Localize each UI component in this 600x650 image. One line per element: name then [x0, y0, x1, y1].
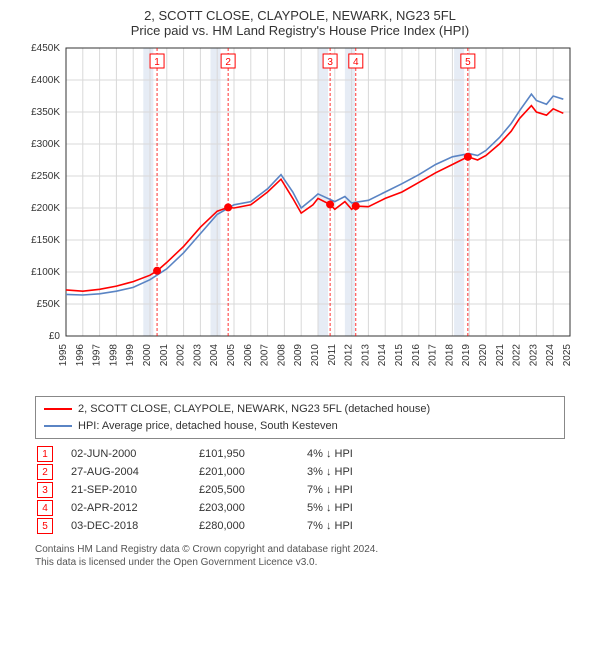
svg-text:2023: 2023	[528, 344, 539, 367]
svg-text:2017: 2017	[428, 344, 439, 367]
svg-text:£250K: £250K	[31, 171, 60, 182]
svg-text:2020: 2020	[478, 344, 489, 367]
legend-row-hpi: HPI: Average price, detached house, Sout…	[44, 418, 556, 435]
svg-text:2015: 2015	[394, 344, 405, 367]
svg-text:£0: £0	[49, 331, 61, 342]
transaction-row: 2 27-AUG-2004 £201,000 3% ↓ HPI	[35, 463, 565, 481]
transaction-date: 21-SEP-2010	[71, 484, 181, 496]
transaction-row: 1 02-JUN-2000 £101,950 4% ↓ HPI	[35, 445, 565, 463]
svg-text:2025: 2025	[562, 344, 573, 367]
svg-text:£50K: £50K	[37, 299, 61, 310]
chart-svg: £0 £50K £100K £150K £200K £250K £300K £350K £400…	[20, 42, 580, 392]
svg-text:2014: 2014	[377, 344, 388, 367]
transaction-price: £280,000	[199, 520, 289, 532]
svg-text:5: 5	[465, 57, 471, 68]
svg-text:£300K: £300K	[31, 139, 60, 150]
svg-text:£100K: £100K	[31, 267, 60, 278]
transaction-marker-box: 2	[37, 464, 53, 480]
transaction-marker-box: 5	[37, 518, 53, 534]
transaction-date: 27-AUG-2004	[71, 466, 181, 478]
svg-text:2004: 2004	[209, 344, 220, 367]
svg-text:£150K: £150K	[31, 235, 60, 246]
legend-row-price: 2, SCOTT CLOSE, CLAYPOLE, NEWARK, NG23 5…	[44, 401, 556, 418]
svg-text:2024: 2024	[545, 344, 556, 367]
transaction-diff: 7% ↓ HPI	[307, 520, 397, 532]
svg-text:4: 4	[353, 57, 359, 68]
svg-text:2002: 2002	[176, 344, 187, 367]
transaction-marker-box: 4	[37, 500, 53, 516]
svg-text:2022: 2022	[512, 344, 523, 367]
legend-box: 2, SCOTT CLOSE, CLAYPOLE, NEWARK, NG23 5…	[35, 396, 565, 439]
legend-swatch-hpi	[44, 425, 72, 427]
transaction-diff: 7% ↓ HPI	[307, 484, 397, 496]
transaction-row: 4 02-APR-2012 £203,000 5% ↓ HPI	[35, 499, 565, 517]
legend-label-price: 2, SCOTT CLOSE, CLAYPOLE, NEWARK, NG23 5…	[78, 401, 430, 418]
svg-text:2005: 2005	[226, 344, 237, 367]
svg-text:2003: 2003	[192, 344, 203, 367]
transaction-diff: 3% ↓ HPI	[307, 466, 397, 478]
svg-text:2011: 2011	[327, 344, 338, 366]
svg-text:2006: 2006	[243, 344, 254, 367]
svg-text:£200K: £200K	[31, 203, 60, 214]
legend-swatch-price	[44, 408, 72, 410]
svg-text:2016: 2016	[411, 344, 422, 367]
svg-text:2010: 2010	[310, 344, 321, 367]
page-title-line1: 2, SCOTT CLOSE, CLAYPOLE, NEWARK, NG23 5…	[10, 8, 590, 23]
svg-text:1: 1	[154, 57, 160, 68]
chart-area: £0 £50K £100K £150K £200K £250K £300K £350K £400…	[20, 42, 580, 392]
svg-text:£350K: £350K	[31, 107, 60, 118]
page-title-line2: Price paid vs. HM Land Registry's House …	[10, 23, 590, 38]
svg-text:£400K: £400K	[31, 75, 60, 86]
legend-label-hpi: HPI: Average price, detached house, Sout…	[78, 418, 338, 435]
svg-text:2: 2	[225, 57, 231, 68]
transaction-price: £205,500	[199, 484, 289, 496]
transaction-date: 03-DEC-2018	[71, 520, 181, 532]
transaction-price: £203,000	[199, 502, 289, 514]
svg-text:1997: 1997	[92, 344, 103, 367]
svg-text:2008: 2008	[276, 344, 287, 367]
svg-text:2018: 2018	[444, 344, 455, 367]
transaction-row: 5 03-DEC-2018 £280,000 7% ↓ HPI	[35, 517, 565, 535]
transaction-price: £101,950	[199, 448, 289, 460]
svg-text:2021: 2021	[495, 344, 506, 367]
transaction-row: 3 21-SEP-2010 £205,500 7% ↓ HPI	[35, 481, 565, 499]
transaction-marker-box: 3	[37, 482, 53, 498]
footer-attribution: Contains HM Land Registry data © Crown c…	[35, 543, 565, 569]
svg-text:1996: 1996	[75, 344, 86, 367]
transaction-diff: 5% ↓ HPI	[307, 502, 397, 514]
svg-text:1995: 1995	[58, 344, 69, 367]
transactions-table: 1 02-JUN-2000 £101,950 4% ↓ HPI 2 27-AUG-2004…	[35, 445, 565, 535]
svg-text:1998: 1998	[108, 344, 119, 367]
footer-line2: This data is licensed under the Open Gov…	[35, 556, 565, 569]
transaction-date: 02-APR-2012	[71, 502, 181, 514]
transaction-diff: 4% ↓ HPI	[307, 448, 397, 460]
transaction-price: £201,000	[199, 466, 289, 478]
svg-text:1999: 1999	[125, 344, 136, 367]
svg-text:3: 3	[327, 57, 333, 68]
svg-text:2001: 2001	[159, 344, 170, 367]
transaction-date: 02-JUN-2000	[71, 448, 181, 460]
svg-text:2007: 2007	[260, 344, 271, 367]
transaction-marker-box: 1	[37, 446, 53, 462]
svg-text:2012: 2012	[344, 344, 355, 367]
footer-line1: Contains HM Land Registry data © Crown c…	[35, 543, 565, 556]
svg-text:2013: 2013	[360, 344, 371, 367]
svg-text:2019: 2019	[461, 344, 472, 367]
svg-text:2009: 2009	[293, 344, 304, 367]
svg-text:£450K: £450K	[31, 43, 60, 54]
svg-text:2000: 2000	[142, 344, 153, 367]
